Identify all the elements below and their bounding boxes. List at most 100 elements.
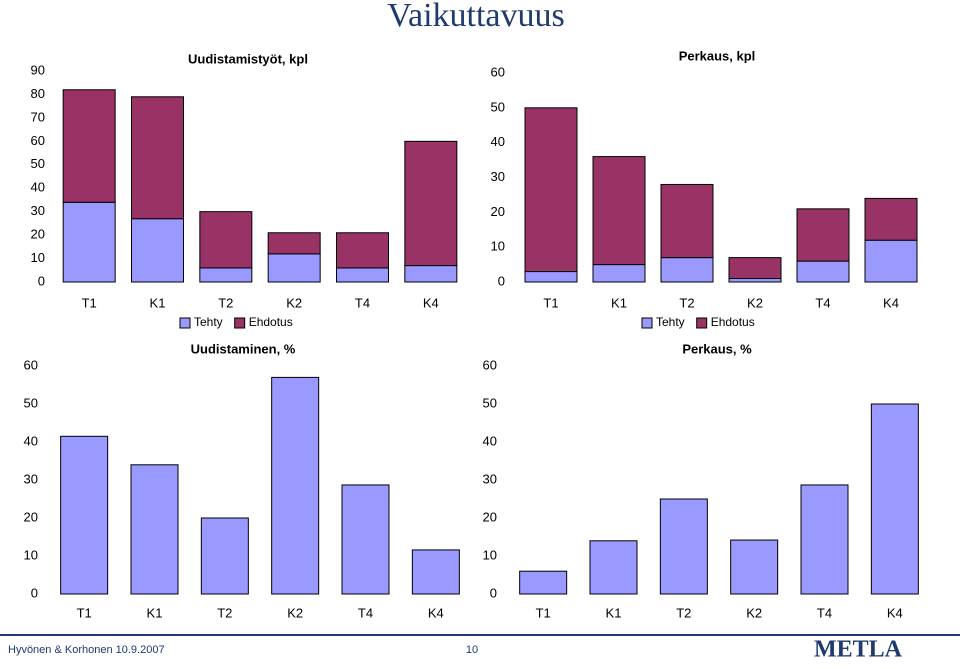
y-tick-label: 0 [38, 273, 45, 288]
y-tick-label: 50 [31, 156, 45, 171]
y-tick-label: 50 [24, 395, 38, 410]
x-tick-label: T4 [815, 295, 830, 310]
bar-segment [592, 156, 646, 266]
legend-swatch [179, 317, 191, 329]
bar-segment [199, 211, 253, 269]
y-tick-label: 10 [483, 547, 497, 562]
x-tick-label: T1 [536, 605, 551, 620]
y-tick-label: 0 [498, 273, 505, 288]
legend-swatch [696, 317, 708, 329]
y-tick-label: 10 [31, 250, 45, 265]
x-tick-label: K1 [611, 295, 627, 310]
bar-segment [728, 257, 782, 280]
bar-segment [660, 183, 714, 259]
bar [60, 435, 109, 595]
x-tick-label: K2 [747, 295, 763, 310]
y-tick-label: 0 [31, 585, 38, 600]
x-tick-label: T1 [77, 605, 92, 620]
chart-title: Uudistaminen, % [191, 341, 296, 356]
y-tick-label: 20 [31, 227, 45, 242]
bar-segment [267, 232, 321, 255]
bar-segment [336, 267, 389, 283]
x-tick-label: K4 [428, 605, 444, 620]
y-tick-label: 30 [31, 203, 45, 218]
bar [870, 403, 919, 595]
x-tick-label: T4 [358, 605, 373, 620]
y-tick-label: 20 [483, 509, 497, 524]
bar-segment [131, 96, 184, 220]
legend-swatch [234, 317, 246, 329]
x-tick-label: K1 [147, 605, 163, 620]
bar-segment [796, 208, 850, 262]
x-tick-label: T4 [355, 295, 370, 310]
bar-segment [131, 218, 184, 283]
bar [589, 540, 638, 595]
x-tick-label: K4 [423, 295, 439, 310]
x-tick-label: K4 [887, 605, 903, 620]
y-tick-label: 60 [483, 357, 497, 372]
bar-segment [796, 260, 850, 283]
legend-label: Ehdotus [711, 315, 755, 329]
bar [730, 539, 779, 595]
bar-segment [728, 278, 782, 283]
bar-segment [592, 264, 646, 283]
x-tick-label: T1 [543, 295, 558, 310]
y-tick-label: 50 [483, 395, 497, 410]
y-tick-label: 80 [31, 86, 45, 101]
bar-segment [62, 89, 116, 203]
x-tick-label: K2 [746, 605, 762, 620]
legend-label: Tehty [656, 315, 685, 329]
bar-segment [864, 197, 918, 241]
bar-segment [404, 265, 458, 283]
bar-segment [524, 271, 578, 283]
y-tick-label: 40 [483, 433, 497, 448]
page-number: 10 [466, 644, 478, 656]
y-tick-label: 70 [31, 109, 45, 124]
y-tick-label: 10 [491, 239, 505, 254]
bar-segment [404, 140, 458, 267]
footer-rule [0, 634, 960, 636]
bar [519, 570, 568, 595]
bar-segment [336, 232, 389, 269]
y-tick-label: 60 [491, 64, 505, 79]
y-tick-label: 60 [31, 133, 45, 148]
x-tick-label: K1 [606, 605, 622, 620]
footer-text: Hyvönen & Korhonen 10.9.2007 [8, 644, 165, 656]
y-tick-label: 20 [491, 204, 505, 219]
y-tick-label: 0 [490, 585, 497, 600]
x-tick-label: T4 [817, 605, 832, 620]
bar-segment [267, 253, 321, 283]
chart-title: Perkaus, kpl [679, 48, 756, 63]
x-tick-label: K1 [150, 295, 166, 310]
bar [341, 484, 390, 595]
x-tick-label: K4 [883, 295, 899, 310]
bar [271, 376, 320, 595]
bar-segment [524, 107, 578, 273]
chart-title: Perkaus, % [682, 341, 752, 356]
x-tick-label: K2 [286, 295, 302, 310]
y-tick-label: 30 [483, 471, 497, 486]
bar [659, 498, 708, 595]
y-tick-label: 10 [24, 547, 38, 562]
bar-segment [660, 257, 714, 283]
x-tick-label: K2 [287, 605, 303, 620]
y-tick-label: 30 [24, 471, 38, 486]
x-tick-label: T2 [217, 605, 232, 620]
x-tick-label: T1 [82, 295, 97, 310]
bar [130, 464, 179, 595]
bar-segment [199, 267, 253, 283]
y-tick-label: 90 [31, 62, 45, 77]
x-tick-label: T2 [679, 295, 694, 310]
bar [800, 484, 849, 595]
legend-label: Ehdotus [249, 315, 293, 329]
x-tick-label: T2 [218, 295, 233, 310]
slide-title: Vaikuttavuus [387, 0, 565, 34]
bar [200, 517, 249, 595]
y-tick-label: 40 [31, 180, 45, 195]
y-tick-label: 50 [491, 99, 505, 114]
x-tick-label: T2 [676, 605, 691, 620]
y-tick-label: 40 [24, 433, 38, 448]
bar-segment [62, 201, 116, 283]
y-tick-label: 60 [24, 357, 38, 372]
